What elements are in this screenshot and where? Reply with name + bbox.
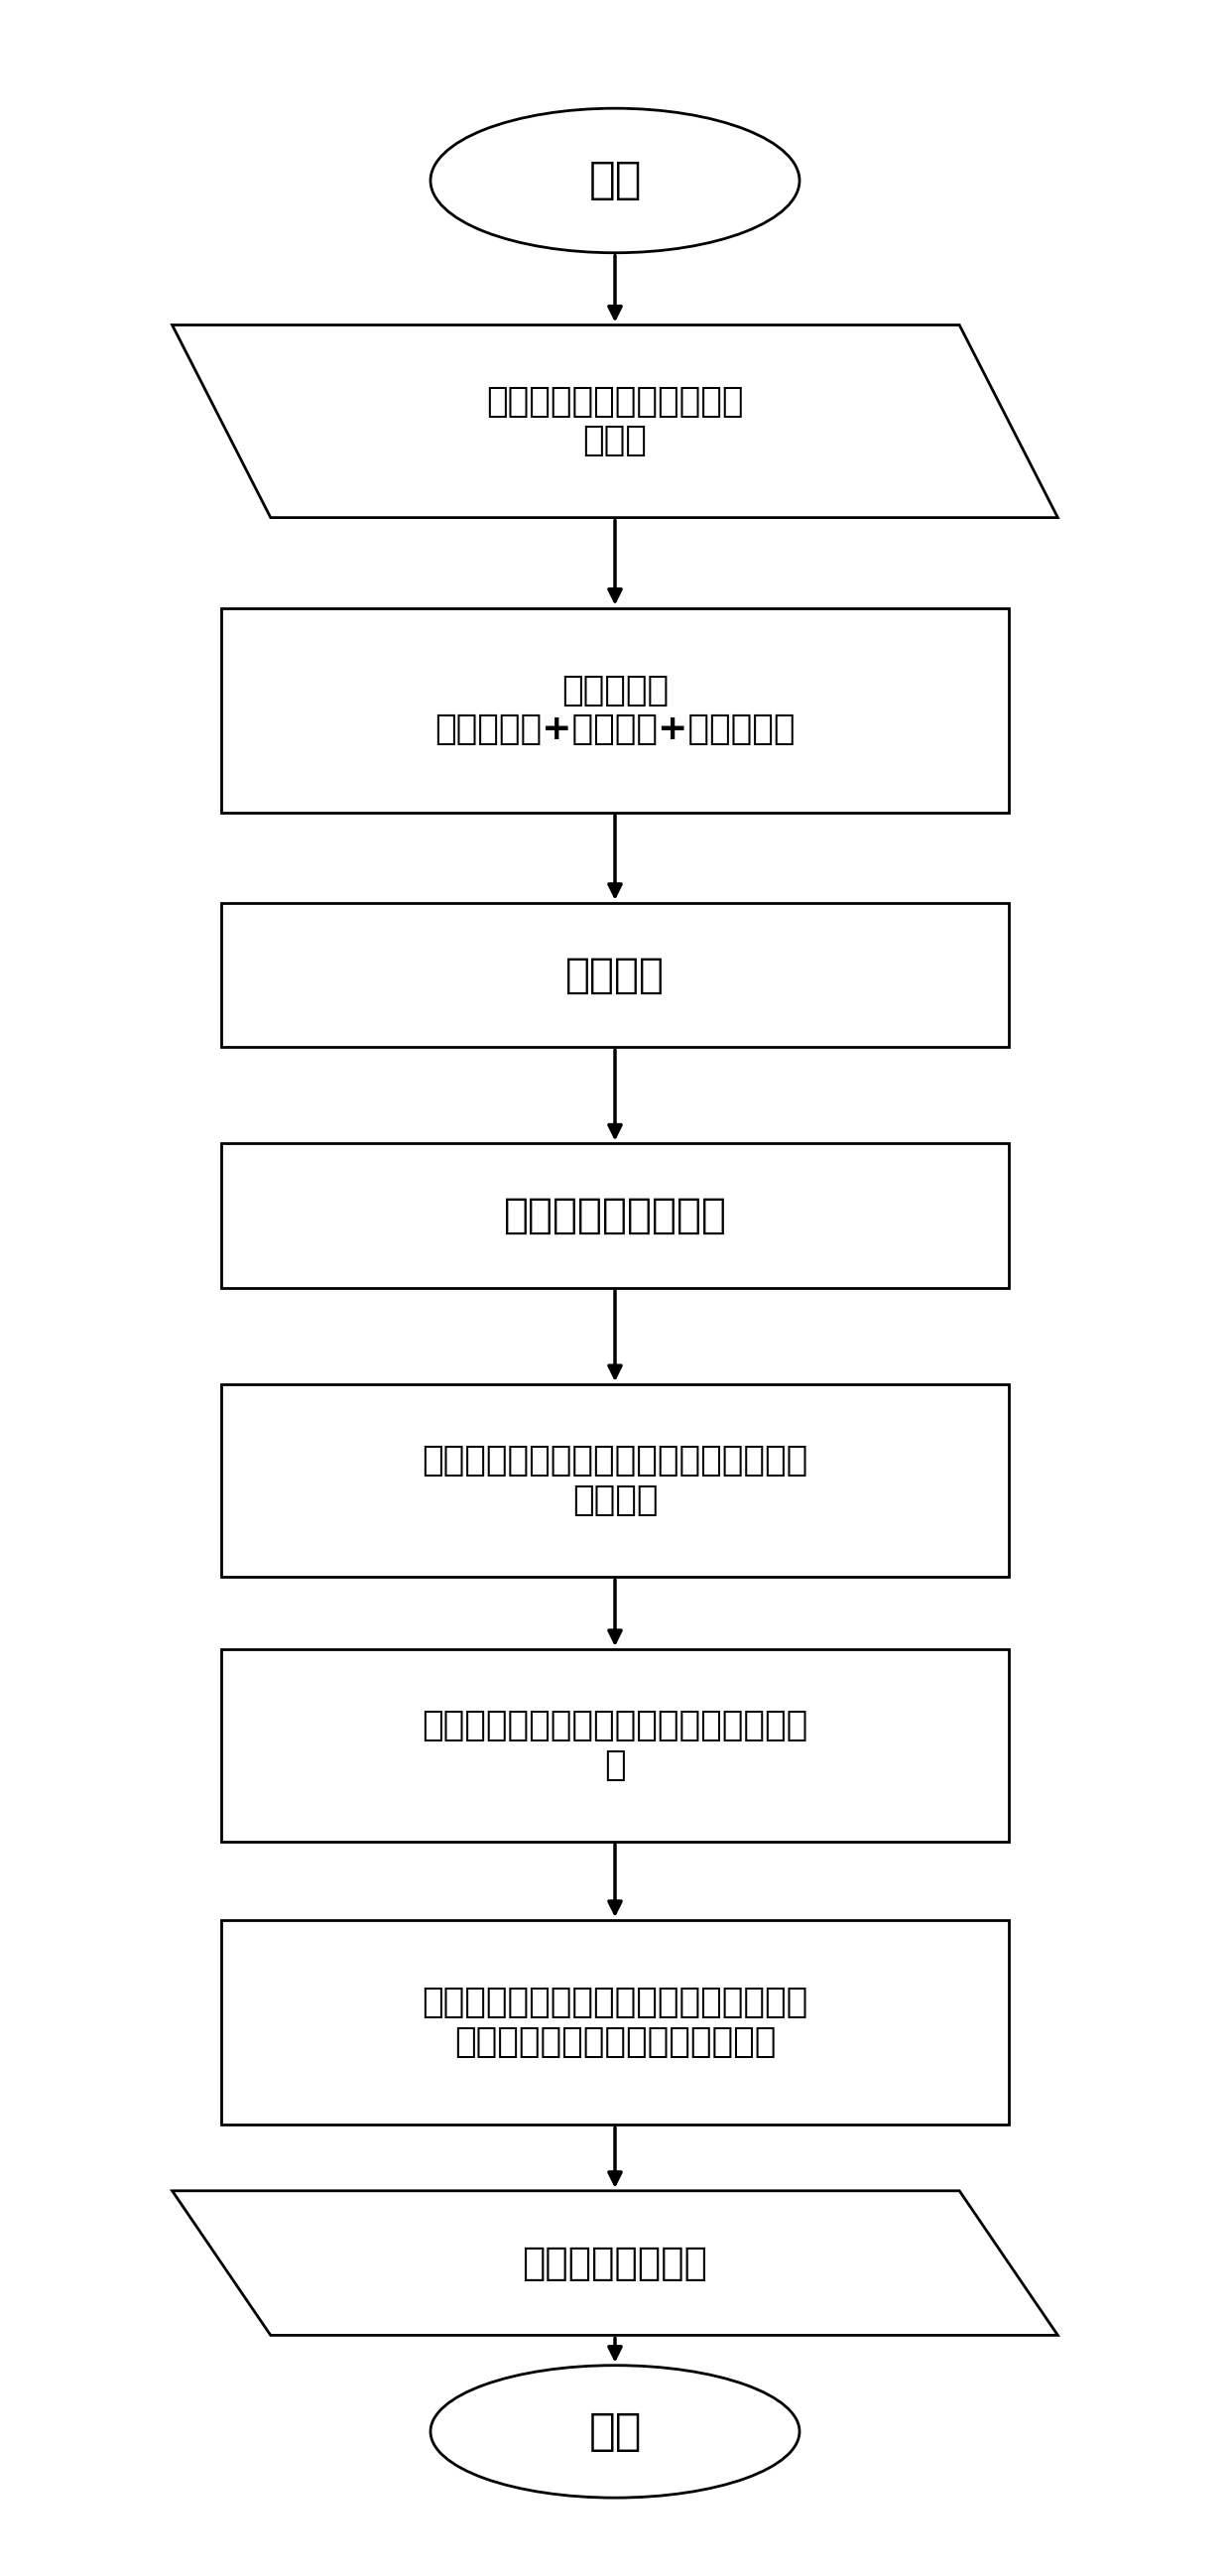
Bar xyxy=(221,902,1009,1048)
Bar xyxy=(221,1144,1009,1288)
Ellipse shape xyxy=(430,108,800,252)
Text: 图片预处理
（灰度处理+血管增强+血管填充）: 图片预处理 （灰度处理+血管增强+血管填充） xyxy=(434,675,796,747)
Text: 血管分割: 血管分割 xyxy=(566,953,664,997)
Bar xyxy=(221,1919,1009,2125)
Polygon shape xyxy=(172,325,1058,518)
Text: 以各特征点为中心，截取包含特征点的图
像: 以各特征点为中心，截取包含特征点的图 像 xyxy=(422,1708,808,1783)
Text: 输出分类识别结果: 输出分类识别结果 xyxy=(523,2244,707,2282)
Text: 对所有像素点进行卷积操作，获取所有特
征点位置: 对所有像素点进行卷积操作，获取所有特 征点位置 xyxy=(422,1445,808,1517)
Text: 血管细化（骨骼化）: 血管细化（骨骼化） xyxy=(503,1195,727,1236)
Text: 开始: 开始 xyxy=(588,160,642,201)
Text: 将截取的包含各特征点的图像输入到分类
模型中，获得血管内特征点的类型: 将截取的包含各特征点的图像输入到分类 模型中，获得血管内特征点的类型 xyxy=(422,1986,808,2058)
Bar xyxy=(221,608,1009,811)
Text: 输入一张彩色血管图片或造
影图片: 输入一张彩色血管图片或造 影图片 xyxy=(486,384,744,459)
Bar xyxy=(221,1649,1009,1842)
Bar xyxy=(221,1383,1009,1577)
Polygon shape xyxy=(172,2190,1058,2336)
Ellipse shape xyxy=(430,2365,800,2499)
Text: 结束: 结束 xyxy=(588,2411,642,2452)
